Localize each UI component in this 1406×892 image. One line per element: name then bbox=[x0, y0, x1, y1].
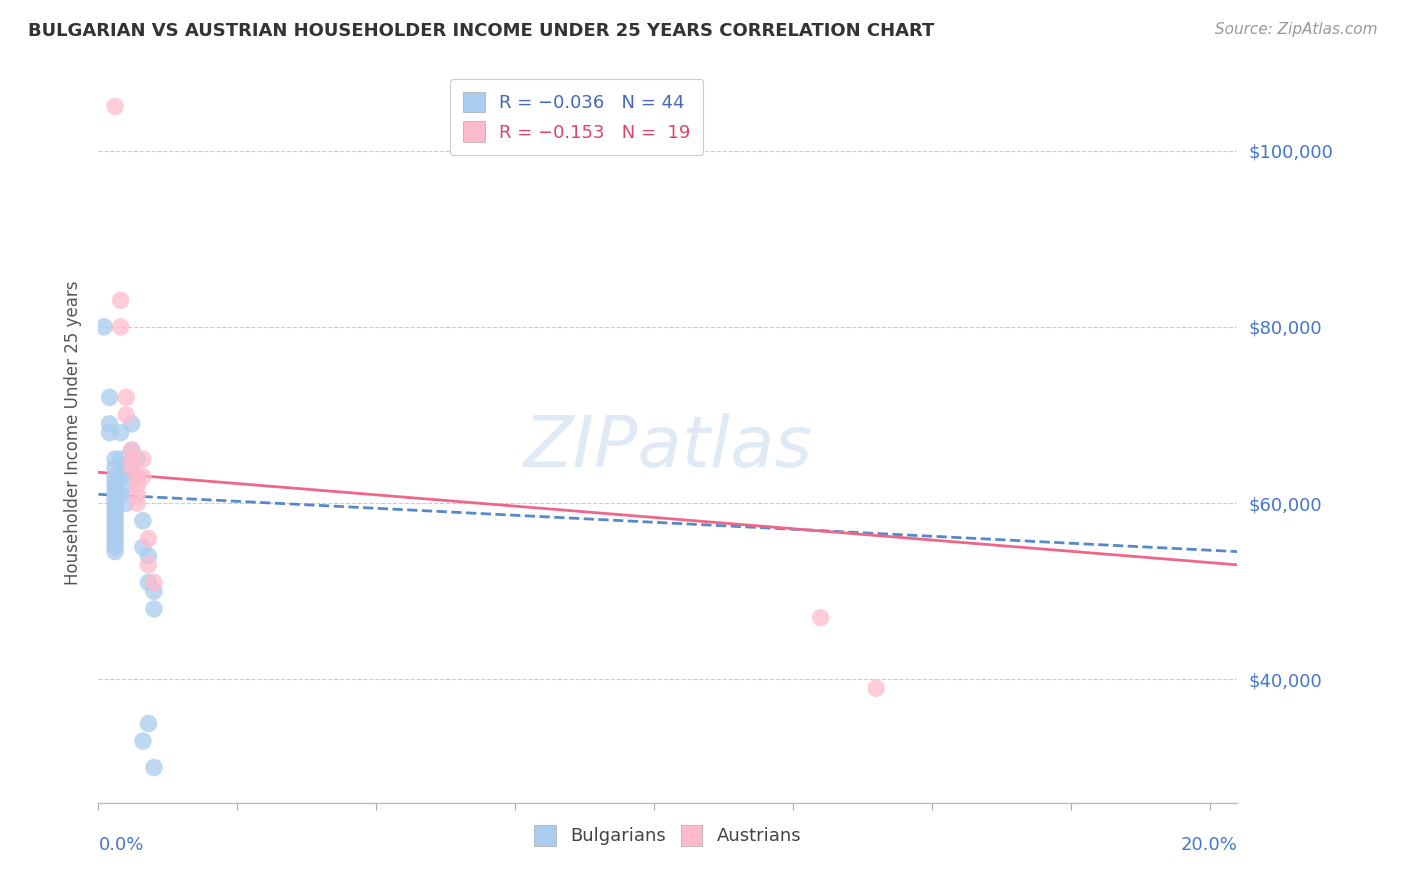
Point bbox=[104, 483, 127, 497]
Point bbox=[104, 452, 127, 467]
Point bbox=[110, 425, 132, 440]
Point bbox=[104, 491, 127, 506]
Text: 20.0%: 20.0% bbox=[1181, 836, 1237, 855]
Point bbox=[127, 469, 149, 483]
Point bbox=[127, 496, 149, 510]
Point bbox=[121, 417, 143, 431]
Text: 0.0%: 0.0% bbox=[98, 836, 143, 855]
Point bbox=[104, 523, 127, 537]
Point bbox=[132, 540, 155, 554]
Point bbox=[127, 478, 149, 492]
Y-axis label: Householder Income Under 25 years: Householder Income Under 25 years bbox=[63, 280, 82, 585]
Point bbox=[138, 558, 160, 572]
Point bbox=[121, 443, 143, 458]
Point bbox=[104, 474, 127, 488]
Point bbox=[121, 443, 143, 458]
Point bbox=[104, 518, 127, 533]
Text: Source: ZipAtlas.com: Source: ZipAtlas.com bbox=[1215, 22, 1378, 37]
Point bbox=[143, 584, 166, 599]
Point bbox=[110, 469, 132, 483]
Point bbox=[132, 734, 155, 748]
Point bbox=[104, 478, 127, 492]
Point bbox=[98, 417, 121, 431]
Point bbox=[132, 469, 155, 483]
Point bbox=[104, 544, 127, 558]
Point bbox=[138, 549, 160, 563]
Point bbox=[104, 509, 127, 524]
Point bbox=[110, 319, 132, 334]
Point bbox=[115, 461, 138, 475]
Point bbox=[132, 514, 155, 528]
Point bbox=[104, 536, 127, 550]
Text: ZIPatlas: ZIPatlas bbox=[523, 413, 813, 482]
Point bbox=[104, 527, 127, 541]
Point bbox=[143, 760, 166, 774]
Point bbox=[127, 487, 149, 501]
Point bbox=[104, 99, 127, 113]
Point bbox=[110, 452, 132, 467]
Point bbox=[110, 487, 132, 501]
Point bbox=[110, 293, 132, 308]
Point bbox=[865, 681, 887, 696]
Legend: Bulgarians, Austrians: Bulgarians, Austrians bbox=[527, 818, 808, 853]
Point bbox=[115, 408, 138, 422]
Point bbox=[104, 532, 127, 546]
Point bbox=[98, 390, 121, 404]
Point bbox=[98, 425, 121, 440]
Point bbox=[93, 319, 115, 334]
Point bbox=[104, 540, 127, 554]
Point bbox=[115, 390, 138, 404]
Point bbox=[104, 505, 127, 519]
Point bbox=[127, 452, 149, 467]
Point bbox=[143, 602, 166, 616]
Point bbox=[121, 452, 143, 467]
Point bbox=[115, 478, 138, 492]
Point bbox=[121, 461, 143, 475]
Point bbox=[132, 452, 155, 467]
Point bbox=[138, 575, 160, 590]
Point bbox=[115, 496, 138, 510]
Point bbox=[104, 487, 127, 501]
Point bbox=[104, 500, 127, 515]
Point bbox=[127, 469, 149, 483]
Point bbox=[143, 575, 166, 590]
Point bbox=[138, 716, 160, 731]
Point bbox=[810, 610, 832, 624]
Point bbox=[104, 514, 127, 528]
Point bbox=[104, 469, 127, 483]
Point bbox=[138, 532, 160, 546]
Point bbox=[104, 461, 127, 475]
Point bbox=[104, 496, 127, 510]
Text: BULGARIAN VS AUSTRIAN HOUSEHOLDER INCOME UNDER 25 YEARS CORRELATION CHART: BULGARIAN VS AUSTRIAN HOUSEHOLDER INCOME… bbox=[28, 22, 935, 40]
